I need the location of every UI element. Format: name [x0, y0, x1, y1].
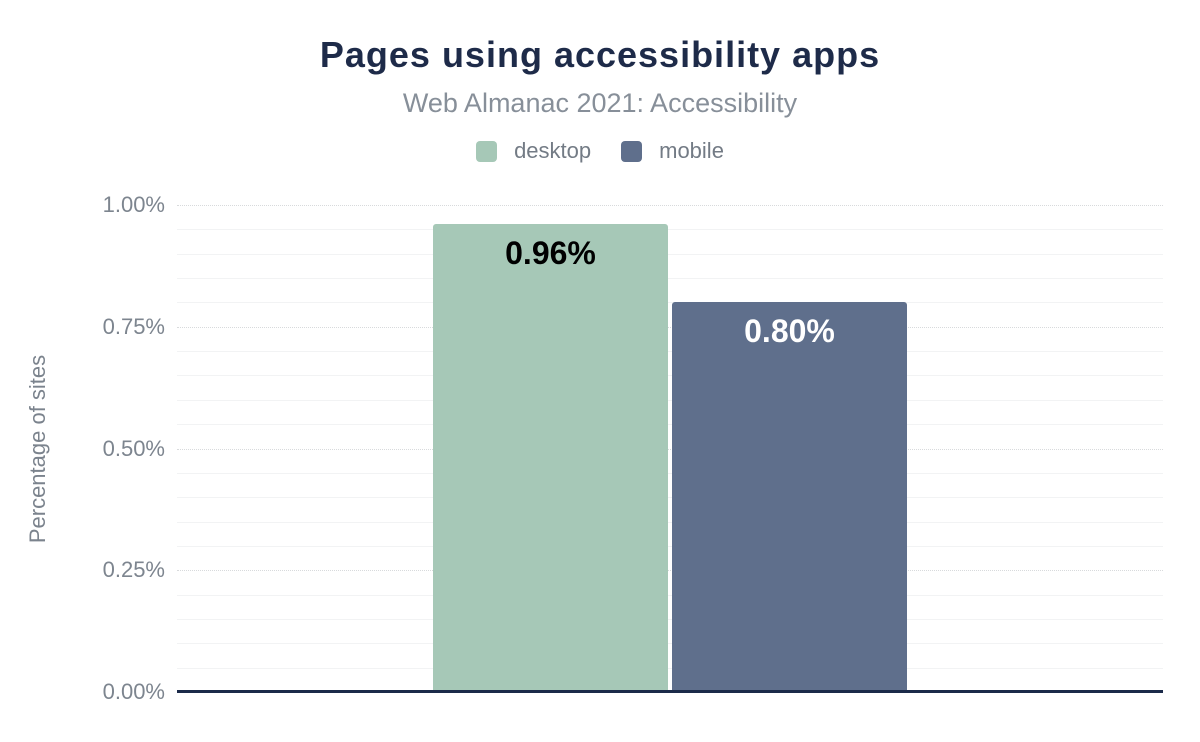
- minor-gridline: [177, 278, 1163, 279]
- y-axis-title-text: Percentage of sites: [25, 354, 50, 543]
- major-gridline: [177, 327, 1163, 328]
- chart-title: Pages using accessibility apps: [319, 34, 881, 75]
- major-gridline: [177, 570, 1163, 571]
- minor-gridline: [177, 643, 1163, 644]
- minor-gridline: [177, 473, 1163, 474]
- bar-value-label-mobile: 0.80%: [744, 313, 835, 349]
- chart-subtitle: Web Almanac 2021: Accessibility: [402, 88, 798, 118]
- legend-item-desktop[interactable]: desktop: [476, 140, 591, 162]
- minor-gridline: [177, 254, 1163, 255]
- y-tick-label-0.50%: 0.50%: [102, 436, 165, 461]
- minor-gridline: [177, 302, 1163, 303]
- minor-gridline: [177, 229, 1163, 230]
- minor-gridline: [177, 400, 1163, 401]
- legend-swatch-mobile: [621, 140, 643, 162]
- bar-desktop[interactable]: 0.96%: [433, 224, 668, 692]
- y-tick-label-0.75%: 0.75%: [102, 314, 165, 339]
- legend-item-mobile[interactable]: mobile: [621, 140, 724, 162]
- major-gridline: [177, 449, 1163, 450]
- minor-gridline: [177, 595, 1163, 596]
- y-tick-label-0.00%: 0.00%: [102, 679, 165, 704]
- y-axis-title: Percentage of sites: [20, 205, 56, 692]
- bar-mobile[interactable]: 0.80%: [672, 302, 907, 692]
- bar-value-label-desktop: 0.96%: [505, 235, 596, 271]
- y-tick-label-0.25%: 0.25%: [102, 557, 165, 582]
- minor-gridline: [177, 619, 1163, 620]
- chart-legend: desktop mobile: [0, 140, 1200, 162]
- minor-gridline: [177, 522, 1163, 523]
- major-gridline: [177, 205, 1163, 206]
- legend-label-mobile: mobile: [659, 138, 724, 163]
- minor-gridline: [177, 351, 1163, 352]
- legend-label-desktop: desktop: [514, 138, 592, 163]
- minor-gridline: [177, 668, 1163, 669]
- minor-gridline: [177, 375, 1163, 376]
- minor-gridline: [177, 424, 1163, 425]
- minor-gridline: [177, 497, 1163, 498]
- x-axis-line: [177, 690, 1163, 693]
- minor-gridline: [177, 546, 1163, 547]
- plot-area: 0.96% 0.80%: [177, 205, 1163, 693]
- legend-swatch-desktop: [476, 140, 498, 162]
- y-tick-label-1.00%: 1.00%: [102, 192, 165, 217]
